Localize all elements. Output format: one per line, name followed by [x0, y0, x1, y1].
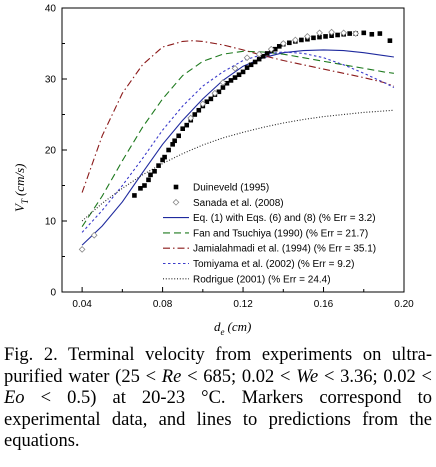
data-point-square	[252, 59, 258, 65]
series-lines	[81, 40, 395, 246]
data-point-diamond	[340, 29, 348, 37]
data-point-square	[248, 62, 254, 68]
data-point-diamond	[328, 28, 335, 36]
data-point-diamond	[267, 45, 275, 53]
legend-label: Fan and Tsuchiya (1990) (% Err = 21.7)	[193, 228, 368, 239]
x-tick-label: 0.20	[394, 299, 414, 310]
y-axis-ticks: 0 10 20 30 40	[45, 4, 67, 299]
chart: 0.04 0.08 0.12 0.16 0.20 0 10 20 30 40 de (cm) VT…	[12, 4, 414, 338]
data-point-square	[192, 112, 198, 117]
series-line-4	[81, 40, 395, 193]
data-point-diamond	[304, 33, 311, 40]
data-point-diamond	[279, 40, 287, 47]
y-tick-label: 20	[45, 146, 57, 157]
data-point-square	[335, 32, 340, 38]
data-point-square	[204, 99, 210, 105]
x-axis-ticks: 0.04 0.08 0.12 0.16 0.20	[72, 287, 414, 310]
x-tick-label: 0.12	[233, 299, 253, 310]
x-axis-label: de (cm)	[214, 319, 251, 337]
data-point-square	[323, 34, 328, 39]
data-point-square	[311, 35, 316, 41]
legend-label: Eq. (1) with Eqs. (6) and (8) (% Err = 3…	[193, 213, 376, 224]
data-point-square	[361, 30, 367, 36]
legend: Duineveld (1995) Sanada et al. (2008) Eq. …	[163, 183, 376, 285]
y-axis-label: VT(cm/s)	[12, 164, 30, 212]
data-point-square	[162, 154, 167, 160]
legend-label: Duineveld (1995)	[193, 183, 269, 194]
data-point-square	[228, 78, 234, 83]
data-point-square	[264, 51, 270, 56]
y-tick-label: 30	[45, 75, 57, 86]
series-markers	[78, 28, 393, 253]
data-point-square	[180, 126, 186, 131]
data-point-square	[232, 75, 238, 80]
data-point-square	[299, 37, 304, 43]
data-point-diamond	[211, 89, 219, 97]
data-point-diamond	[187, 114, 195, 122]
data-point-square	[347, 31, 352, 36]
data-point-square	[152, 169, 157, 174]
data-point-square	[287, 40, 292, 46]
data-point-diamond	[243, 54, 251, 62]
data-point-square	[276, 44, 282, 49]
y-tick-label: 40	[45, 4, 57, 15]
data-point-square	[329, 33, 334, 38]
y-tick-label: 0	[50, 288, 56, 299]
data-point-square	[146, 177, 151, 183]
data-point-square	[170, 142, 175, 147]
data-point-square	[216, 89, 222, 95]
data-point-square	[272, 46, 278, 52]
data-point-square	[244, 65, 250, 70]
data-point-diamond	[78, 246, 86, 253]
data-point-square	[166, 147, 171, 153]
legend-label: Sanada et al. (2008)	[193, 198, 284, 209]
data-point-diamond	[199, 100, 207, 108]
legend-label: Jamialahmadi et al. (1994) (% Err = 35.1…	[193, 244, 376, 255]
x-tick-label: 0.04	[72, 299, 92, 310]
data-point-square	[317, 34, 322, 40]
legend-label: Rodrigue (2001) (% Err = 24.4)	[193, 274, 331, 285]
data-point-square	[176, 133, 181, 139]
data-point-square	[138, 186, 143, 191]
data-point-diamond	[219, 79, 227, 86]
data-point-diamond	[255, 50, 263, 58]
data-point-square	[224, 80, 230, 86]
data-point-square	[236, 72, 242, 78]
data-point-square	[387, 38, 393, 43]
data-point-square	[148, 172, 153, 178]
data-point-diamond	[316, 29, 323, 37]
data-point-square	[256, 56, 262, 62]
legend-label: Tomiyama et al. (2002) (% Err = 9.2)	[193, 259, 354, 270]
data-point-diamond	[90, 231, 98, 239]
data-point-diamond	[291, 36, 299, 44]
data-point-square	[172, 138, 177, 144]
data-point-square	[184, 122, 190, 128]
data-point-square	[196, 107, 202, 113]
data-point-diamond	[231, 64, 239, 72]
data-point-square	[220, 85, 226, 90]
data-point-square	[132, 193, 137, 198]
data-point-square	[208, 96, 214, 102]
data-point-square	[156, 163, 161, 168]
x-tick-label: 0.16	[314, 299, 334, 310]
series-line-2	[81, 49, 394, 246]
data-point-diamond	[352, 30, 360, 37]
legend-diamond-marker	[172, 198, 180, 206]
series-line-3	[81, 50, 394, 228]
data-point-square	[240, 69, 246, 75]
data-point-square	[369, 31, 375, 37]
data-point-square	[260, 53, 266, 59]
series-line-6	[81, 109, 394, 222]
data-point-square	[142, 183, 147, 188]
data-point-square	[160, 157, 165, 163]
figure-caption: Fig. 2. Terminal velocity from experimen…	[4, 345, 432, 451]
data-point-square	[377, 31, 383, 36]
legend-square-marker	[173, 184, 179, 190]
y-tick-label: 10	[45, 217, 57, 228]
x-tick-label: 0.08	[153, 299, 173, 310]
